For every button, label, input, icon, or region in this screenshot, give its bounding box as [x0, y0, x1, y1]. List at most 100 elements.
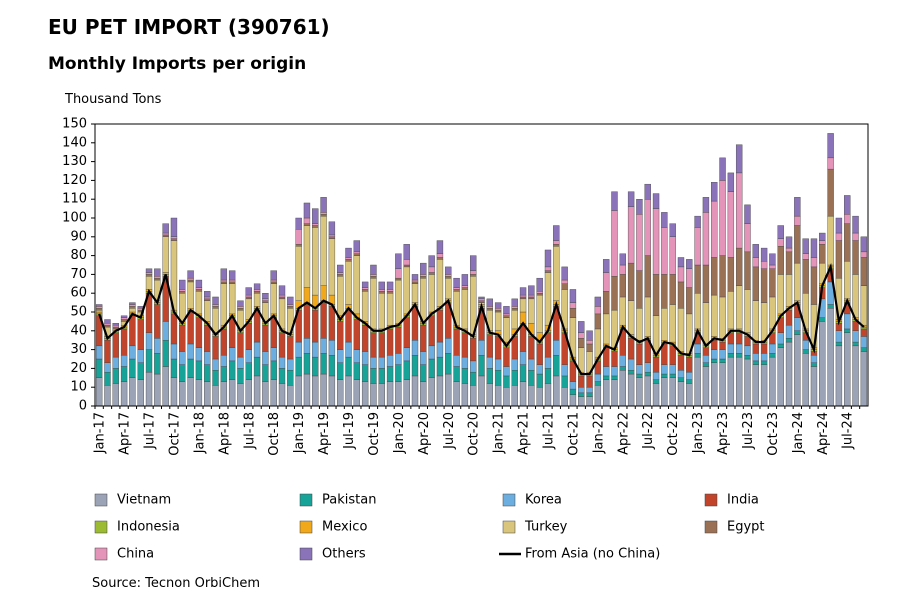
bar-segment — [145, 268, 153, 273]
source: Source: Tecnon OrbiChem — [92, 576, 260, 591]
bar-segment — [361, 281, 369, 288]
bar-segment — [353, 349, 361, 363]
bar-segment — [278, 294, 286, 298]
bar-segment — [112, 383, 119, 407]
bar-segment — [420, 381, 427, 407]
bar-segment — [270, 360, 277, 380]
bar-segment — [420, 274, 427, 277]
x-tick-label: Oct-22 — [666, 412, 681, 456]
bar-segment — [611, 351, 618, 367]
bar-segment — [852, 274, 859, 318]
bar-segment — [669, 236, 676, 275]
bar-segment — [453, 366, 460, 382]
bar-segment — [602, 313, 610, 345]
bar-segment — [245, 362, 252, 380]
bar-segment — [536, 294, 543, 333]
bar-segment — [553, 225, 560, 241]
bar-segment — [536, 277, 543, 292]
bar-segment — [461, 285, 469, 288]
bar-segment — [345, 341, 352, 358]
bar-segment — [403, 259, 410, 266]
bar-segment — [686, 371, 693, 380]
bar-segment — [852, 341, 859, 347]
bar-segment — [378, 356, 385, 369]
bar-segment — [860, 285, 868, 326]
bar-segment — [353, 255, 361, 315]
bar-segment — [578, 396, 585, 407]
bar-segment — [361, 289, 369, 292]
bar-segment — [170, 217, 178, 237]
bar-segment — [428, 274, 435, 313]
bar-segment — [677, 308, 685, 352]
bar-segment — [735, 247, 743, 286]
bar-segment — [179, 279, 186, 290]
bar-segment — [578, 338, 585, 348]
bar-segment — [636, 364, 643, 375]
bar-segment — [303, 373, 311, 407]
bar-segment — [644, 296, 651, 337]
bar-segment — [428, 255, 435, 268]
bar-segment — [528, 296, 535, 300]
bar-segment — [228, 360, 236, 380]
bar-segment — [270, 270, 277, 281]
bar-segment — [553, 355, 560, 377]
bar-segment — [95, 345, 103, 360]
bar-segment — [810, 257, 818, 268]
bar-segment — [478, 340, 485, 356]
bar-segment — [652, 383, 660, 407]
bar-segment — [403, 244, 410, 260]
legend-label: Pakistan — [322, 493, 376, 508]
bar-segment — [702, 366, 710, 407]
bar-segment — [262, 298, 269, 301]
bar-segment — [802, 253, 809, 260]
bar-segment — [378, 291, 385, 294]
bar-segment — [104, 385, 111, 407]
bar-segment — [162, 340, 169, 367]
bar-segment — [486, 334, 494, 358]
bar-segment — [228, 281, 236, 285]
bar-segment — [586, 330, 593, 341]
bar-segment — [262, 293, 269, 300]
bar-segment — [320, 214, 327, 217]
bar-segment — [179, 381, 186, 407]
legend-swatch — [94, 493, 108, 507]
bar-segment — [195, 317, 203, 348]
y-tick-label: 130 — [62, 154, 87, 169]
bar-segment — [345, 259, 352, 262]
bar-segment — [212, 306, 219, 309]
bar-segment — [195, 287, 203, 290]
bar-segment — [536, 373, 543, 388]
bar-segment — [303, 223, 311, 226]
bar-segment — [844, 195, 851, 215]
bar-segment — [137, 379, 144, 407]
bar-segment — [436, 259, 444, 307]
bar-segment — [262, 324, 269, 352]
x-tick-label: Apr-21 — [517, 412, 532, 455]
bar-segment — [594, 385, 602, 407]
bar-segment — [677, 377, 685, 382]
bar-segment — [536, 387, 543, 407]
bar-segment — [187, 377, 194, 407]
bar-segment — [860, 257, 868, 286]
bar-segment — [652, 208, 660, 275]
bar-segment — [378, 383, 385, 407]
bar-segment — [179, 291, 186, 294]
bar-segment — [170, 238, 178, 241]
bar-segment — [727, 257, 735, 292]
x-tick-label: Jul-24 — [841, 412, 856, 450]
bar-segment — [328, 306, 336, 341]
bar-segment — [735, 343, 743, 354]
bar-segment — [95, 358, 103, 378]
bar-segment — [652, 274, 660, 316]
y-tick-label: 20 — [70, 361, 87, 376]
bar-segment — [187, 311, 194, 345]
bar-segment — [403, 379, 410, 407]
y-tick-label: 70 — [70, 267, 87, 282]
bar-segment — [104, 323, 111, 326]
bar-segment — [187, 281, 194, 309]
bar-segment — [760, 360, 768, 365]
bar-segment — [835, 341, 843, 347]
bar-segment — [777, 343, 784, 348]
bar-segment — [686, 259, 693, 269]
bar-segment — [835, 217, 843, 234]
